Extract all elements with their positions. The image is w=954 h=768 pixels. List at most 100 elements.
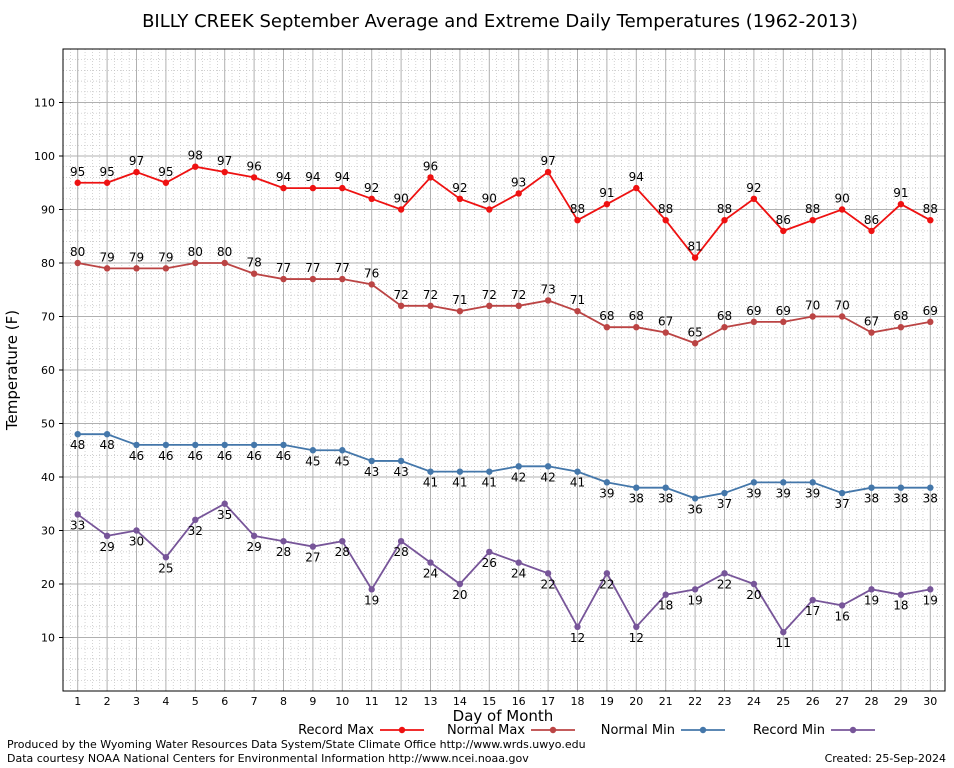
data-point-normal-max — [750, 318, 758, 326]
data-label-record-min: 20 — [452, 588, 467, 602]
y-tick-label: 70 — [41, 311, 55, 324]
data-label-normal-min: 41 — [423, 476, 438, 490]
series-line-record-max — [77, 165, 931, 260]
data-point-record-max — [897, 200, 905, 208]
data-point-normal-min — [662, 484, 669, 491]
data-point-normal-min — [721, 489, 728, 497]
data-point-record-max — [162, 179, 170, 186]
data-point-normal-min — [486, 468, 493, 475]
data-label-record-max: 88 — [717, 202, 732, 216]
data-label-record-min: 25 — [158, 561, 173, 575]
data-label-record-min: 24 — [423, 567, 438, 581]
y-tick-label: 30 — [41, 525, 55, 538]
data-point-record-min — [809, 596, 816, 604]
data-point-normal-min — [868, 484, 875, 491]
data-point-record-min — [721, 570, 728, 577]
data-label-normal-max: 68 — [629, 309, 644, 323]
data-point-normal-max — [780, 318, 787, 326]
data-point-record-max — [838, 206, 846, 213]
x-tick-label: 9 — [309, 695, 316, 708]
data-point-record-min — [486, 548, 493, 556]
data-label-record-max: 96 — [423, 159, 438, 173]
data-label-record-min: 22 — [540, 577, 555, 591]
data-point-normal-max — [456, 307, 464, 315]
data-point-normal-max — [280, 275, 287, 283]
data-point-record-max — [544, 168, 552, 176]
data-label-record-max: 90 — [482, 192, 497, 206]
data-point-normal-max — [103, 265, 111, 272]
data-label-normal-max: 77 — [305, 261, 320, 275]
data-labels: 95 95 97 95 98 97 96 94 94 94 92 90 96 92 90 93 97 88 91 94… — [70, 149, 938, 650]
data-point-record-min — [74, 511, 81, 518]
data-point-record-max — [339, 184, 346, 192]
y-axis-label: Temperature (F) — [3, 310, 21, 431]
data-label-record-min: 20 — [746, 588, 761, 602]
x-tick-label: 29 — [894, 695, 908, 708]
x-tick-label: 1 — [74, 695, 81, 708]
data-point-record-min — [838, 602, 846, 609]
data-point-record-min — [750, 580, 758, 588]
data-label-record-max: 95 — [99, 165, 114, 179]
data-label-record-min: 32 — [188, 524, 203, 538]
data-label-record-max: 88 — [658, 202, 673, 216]
data-point-normal-max — [897, 324, 905, 331]
data-label-normal-min: 45 — [305, 454, 320, 468]
data-label-record-min: 17 — [805, 604, 820, 618]
data-label-normal-max: 72 — [482, 288, 497, 302]
data-label-normal-max: 77 — [335, 261, 350, 275]
data-label-normal-min: 46 — [158, 449, 173, 463]
y-tick-label: 40 — [41, 471, 55, 484]
data-label-normal-min: 41 — [452, 476, 467, 490]
data-label-record-min: 18 — [658, 599, 673, 613]
series-line-normal-max — [77, 262, 931, 345]
legend-marker-normal-max — [549, 726, 557, 734]
data-label-normal-min: 48 — [70, 438, 85, 452]
data-label-record-max: 81 — [687, 240, 702, 254]
x-tick-label: 16 — [512, 695, 526, 708]
data-label-normal-max: 73 — [540, 282, 555, 296]
data-label-normal-min: 46 — [129, 449, 144, 463]
x-tick-label: 20 — [629, 695, 643, 708]
data-point-record-max — [750, 195, 758, 202]
data-point-normal-min — [780, 479, 787, 486]
data-label-record-max: 88 — [805, 202, 820, 216]
data-point-record-min — [427, 559, 434, 566]
data-point-record-max — [809, 217, 816, 224]
data-label-record-max: 92 — [452, 181, 467, 195]
data-label-record-min: 28 — [393, 545, 408, 559]
data-point-normal-min — [633, 484, 640, 491]
data-point-record-min — [103, 532, 111, 540]
data-point-record-max — [633, 184, 640, 192]
data-point-normal-min — [809, 479, 816, 486]
data-label-normal-min: 38 — [629, 492, 644, 506]
data-label-normal-min: 39 — [746, 486, 761, 500]
data-point-normal-min — [544, 463, 552, 470]
y-tick-label: 20 — [41, 578, 55, 591]
y-tick-label: 90 — [41, 204, 55, 217]
data-label-record-max: 97 — [217, 154, 232, 168]
legend-marker-record-max — [398, 726, 406, 734]
data-point-normal-min — [133, 441, 140, 449]
data-label-normal-max: 67 — [864, 315, 879, 329]
data-point-normal-min — [515, 463, 522, 470]
data-label-normal-max: 65 — [687, 325, 702, 339]
data-label-normal-min: 39 — [805, 486, 820, 500]
x-tick-label: 30 — [923, 695, 937, 708]
data-point-record-min — [397, 538, 405, 545]
data-point-record-max — [927, 217, 934, 224]
data-point-normal-max — [603, 324, 611, 331]
y-tick-label: 10 — [41, 632, 55, 645]
data-label-record-min: 22 — [717, 577, 732, 591]
data-point-normal-min — [750, 479, 758, 486]
data-point-normal-max — [868, 329, 875, 336]
data-point-record-max — [515, 190, 522, 197]
data-label-record-max: 86 — [776, 213, 791, 227]
data-label-record-min: 12 — [570, 631, 585, 645]
data-label-record-min: 29 — [99, 540, 114, 554]
data-point-normal-max — [838, 313, 846, 320]
data-label-normal-min: 42 — [540, 470, 555, 484]
data-point-record-min — [691, 586, 699, 593]
data-point-record-min — [662, 591, 669, 598]
data-point-normal-min — [309, 447, 317, 454]
legend-label-normal-max: Normal Max — [447, 723, 525, 738]
